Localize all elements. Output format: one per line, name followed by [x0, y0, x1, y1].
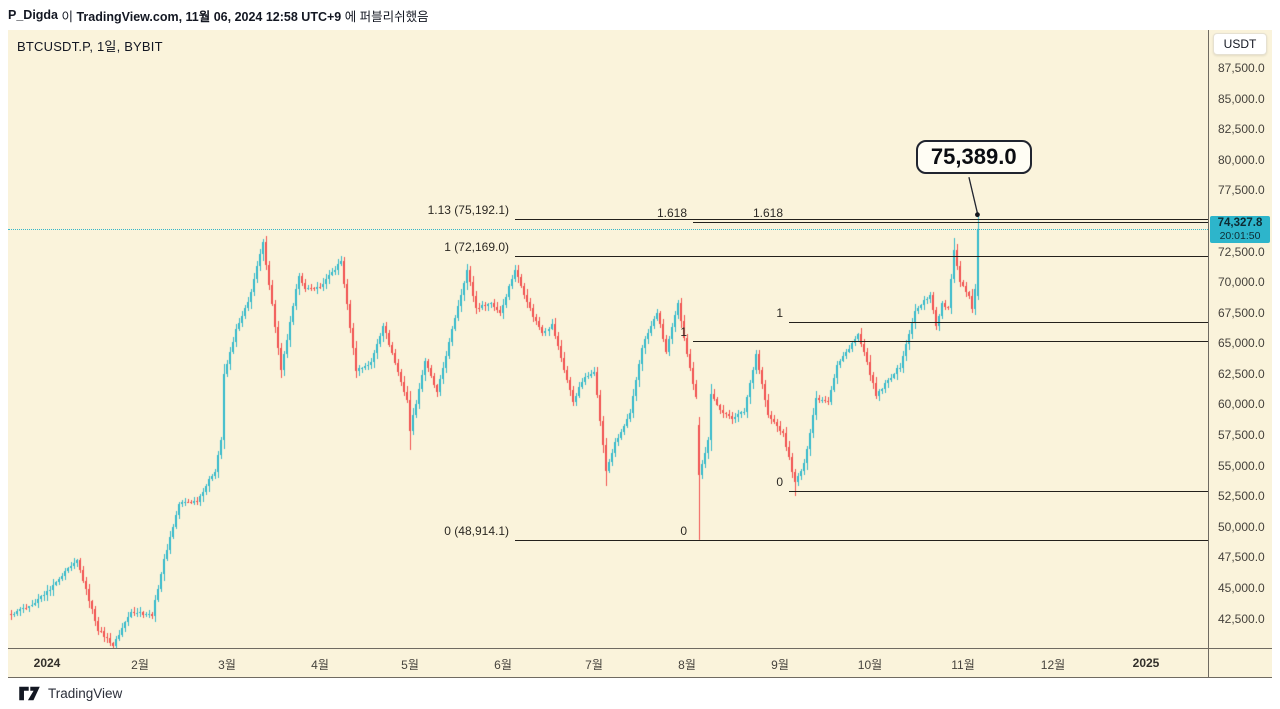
publish-suffix: 에 퍼블리쉬했음 [341, 9, 429, 24]
fib-extension-september-label: 1.618 [752, 206, 783, 220]
price-tick-label: 65,000.0 [1218, 336, 1265, 350]
publish-info-bar: P_Digda 이 TradingView.com, 11월 06, 2024 … [0, 0, 1280, 30]
price-tick-label: 67,500.0 [1218, 306, 1265, 320]
fib-retracement-main-line[interactable] [515, 219, 1208, 220]
symbol-legend: BTCUSDT.P, 1일, BYBIT [17, 39, 163, 54]
price-tick-label: 47,500.0 [1218, 550, 1265, 564]
price-tick-label: 85,000.0 [1218, 92, 1265, 106]
price-tick-label: 62,500.0 [1218, 367, 1265, 381]
fib-extension-september-line[interactable] [789, 491, 1208, 492]
fib-retracement-main-label: 1.13 (75,192.1) [427, 203, 509, 217]
fib-extension-september-label: 0 [776, 475, 783, 489]
time-tick-label: 6월 [494, 658, 512, 672]
fib-retracement-main-label: 0 (48,914.1) [444, 524, 509, 538]
time-tick-label: 7월 [585, 658, 603, 672]
price-tick-label: 45,000.0 [1218, 581, 1265, 595]
time-tick-label: 8월 [678, 658, 696, 672]
last-price-value: 74,327.8 [1217, 217, 1263, 229]
time-tick-label: 12월 [1040, 658, 1066, 672]
price-tick-label: 55,000.0 [1218, 459, 1265, 473]
candle-countdown: 20:01:50 [1219, 230, 1261, 242]
price-tick-label: 82,500.0 [1218, 122, 1265, 136]
chart-area: BTCUSDT.P, 1일, BYBIT 1.13 (75,192.1) 1 (7… [8, 30, 1272, 678]
price-axis[interactable]: USDT 87,500.0 85,000.0 82,500.0 80,000.0 77,… [1209, 30, 1272, 648]
fib-extension-august-label: 1 [680, 325, 687, 339]
price-tick-label: 50,000.0 [1218, 520, 1265, 534]
time-tick-label: 5월 [401, 658, 419, 672]
time-tick-label: 3월 [218, 658, 236, 672]
fib-extension-august-label: 0 [680, 524, 687, 538]
price-tick-label: 87,500.0 [1218, 61, 1265, 75]
publish-particle: 이 [58, 9, 77, 24]
time-tick-label: 9월 [771, 658, 789, 672]
candlestick-chart[interactable] [8, 30, 1208, 648]
price-tick-label: 80,000.0 [1218, 153, 1265, 167]
price-tick-label: 70,000.0 [1218, 275, 1265, 289]
tradingview-brand-text: TradingView [48, 686, 123, 701]
price-pane: BTCUSDT.P, 1일, BYBIT 1.13 (75,192.1) 1 (7… [8, 30, 1209, 648]
current-price-line [8, 229, 1208, 230]
last-price-badge: 74,327.8 20:01:50 [1210, 216, 1270, 243]
time-tick-label: 2월 [131, 658, 149, 672]
footer: TradingView [0, 678, 1280, 709]
currency-toggle-button[interactable]: USDT [1213, 33, 1267, 55]
time-tick-label: 10월 [857, 658, 883, 672]
publish-source-date: TradingView.com, 11월 06, 2024 12:58 UTC+… [76, 9, 342, 24]
fib-retracement-main-label: 1 (72,169.0) [444, 240, 509, 254]
price-tick-label: 77,500.0 [1218, 183, 1265, 197]
price-tick-label: 42,500.0 [1218, 612, 1265, 626]
price-tick-label: 60,000.0 [1218, 397, 1265, 411]
publisher-username: P_Digda [8, 8, 59, 22]
fib-extension-september-line[interactable] [789, 322, 1208, 323]
time-axis[interactable]: 2024 2월 3월 4월 5월 6월 7월 8월 9월 10월 11월 12월 2025 [8, 648, 1272, 678]
price-tick-label: 72,500.0 [1218, 245, 1265, 259]
fib-extension-august-line[interactable] [693, 540, 1208, 541]
price-tick-label: 57,500.0 [1218, 428, 1265, 442]
time-tick-label: 11월 [951, 658, 975, 672]
time-tick-label: 4월 [311, 658, 329, 672]
fib-extension-september-line[interactable] [789, 222, 1208, 223]
time-tick-label: 2024 [33, 656, 61, 670]
fib-retracement-main-line[interactable] [515, 256, 1208, 257]
price-callout[interactable]: 75,389.0 [915, 140, 1032, 175]
fib-extension-august-label: 1.618 [656, 206, 687, 220]
price-tick-label: 52,500.0 [1218, 489, 1265, 503]
fib-extension-september-label: 1 [776, 306, 783, 320]
axis-corner-divider [1208, 649, 1209, 678]
fib-extension-august-line[interactable] [693, 341, 1208, 342]
time-tick-label: 2025 [1132, 656, 1160, 670]
tradingview-logo-icon[interactable] [18, 686, 41, 701]
